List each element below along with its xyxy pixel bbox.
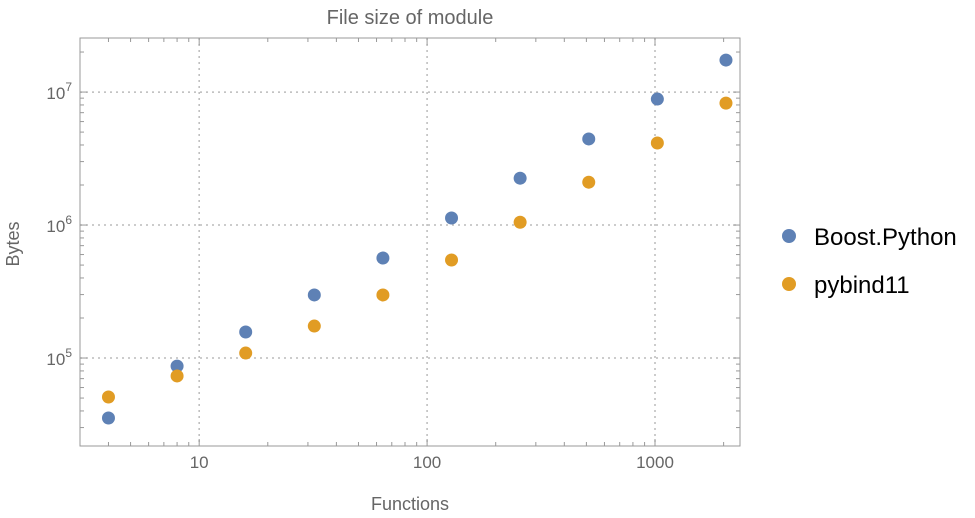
data-point-boost-python	[101, 411, 115, 425]
data-point-boost-python	[719, 53, 733, 67]
legend-marker	[782, 277, 796, 291]
plot-frame	[79, 37, 741, 447]
data-point-pybind11	[445, 253, 459, 267]
legend-label: Boost.Python	[814, 224, 957, 251]
data-point-pybind11	[170, 369, 184, 383]
x-axis-label: Functions	[371, 494, 449, 513]
data-point-pybind11	[101, 390, 115, 404]
data-point-boost-python	[582, 132, 596, 146]
x-tick-label: 1000	[636, 453, 674, 472]
data-point-pybind11	[582, 175, 596, 189]
axis-ticks: 10 100 1000 105 106 107	[46, 38, 740, 472]
legend-marker	[782, 229, 796, 243]
data-point-pybind11	[719, 96, 733, 110]
y-tick-label: 107	[46, 80, 72, 103]
data-point-pybind11	[650, 136, 664, 150]
data-point-boost-python	[650, 92, 664, 106]
x-tick-label: 100	[413, 453, 441, 472]
data-point-boost-python	[170, 359, 184, 373]
data-point-boost-python	[239, 325, 253, 339]
y-axis-label: Bytes	[3, 221, 23, 266]
legend-label: pybind11	[814, 272, 910, 299]
y-tick-label: 105	[46, 346, 72, 369]
data-point-pybind11	[376, 288, 390, 302]
data-point-pybind11	[239, 346, 253, 360]
data-point-boost-python	[513, 171, 527, 185]
data-points	[101, 53, 733, 425]
data-point-boost-python	[307, 288, 321, 302]
legend: Boost.Python pybind11	[782, 224, 957, 299]
chart-title: File size of module	[327, 7, 494, 29]
data-point-boost-python	[376, 251, 390, 265]
data-point-pybind11	[513, 215, 527, 229]
data-point-boost-python	[445, 211, 459, 225]
data-point-pybind11	[307, 319, 321, 333]
y-tick-label: 106	[46, 213, 72, 236]
x-tick-label: 10	[190, 453, 209, 472]
grid	[80, 38, 740, 446]
